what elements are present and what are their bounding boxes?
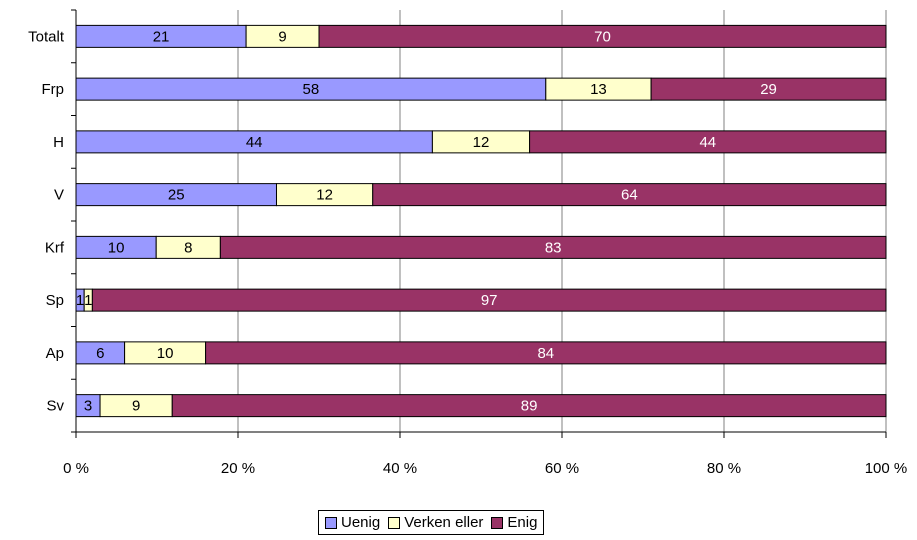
bar-segment xyxy=(529,130,887,154)
data-label: 29 xyxy=(760,81,777,98)
legend-label-uenig: Uenig xyxy=(341,514,381,531)
bar-segment xyxy=(91,288,887,312)
category-label: Frp xyxy=(42,81,65,98)
data-label: 12 xyxy=(316,187,333,204)
category-label: Totalt xyxy=(28,28,65,45)
data-label: 1 xyxy=(76,292,84,309)
data-label: 44 xyxy=(699,134,716,151)
legend-item-verken-eller: Verken eller xyxy=(388,514,483,531)
legend-swatch-uenig xyxy=(325,516,337,529)
legend-item-uenig: Uenig xyxy=(325,514,380,531)
data-label: 10 xyxy=(157,345,174,362)
data-label: 10 xyxy=(108,239,125,256)
bar-segment xyxy=(650,77,887,101)
data-label: 83 xyxy=(545,239,562,256)
category-label: Krf xyxy=(45,239,65,256)
x-tick-label: 100 % xyxy=(865,460,908,477)
bar-segment xyxy=(171,394,887,418)
data-label: 12 xyxy=(473,134,490,151)
legend-label-enig: Enig xyxy=(507,514,538,531)
data-label: 58 xyxy=(303,81,320,98)
data-label: 13 xyxy=(590,81,607,98)
bar-segment xyxy=(219,235,887,259)
data-label: 84 xyxy=(537,345,554,362)
legend-swatch-enig xyxy=(491,516,504,529)
data-label: 25 xyxy=(168,187,185,204)
x-tick-label: 60 % xyxy=(545,460,579,477)
data-label: 3 xyxy=(84,398,92,415)
legend-item-enig: Enig xyxy=(491,514,537,531)
data-label: 9 xyxy=(132,398,140,415)
category-label: Sp xyxy=(46,292,64,309)
data-label: 8 xyxy=(184,239,192,256)
x-tick-label: 80 % xyxy=(707,460,741,477)
category-label: V xyxy=(54,187,64,204)
data-label: 97 xyxy=(481,292,498,309)
data-label: 70 xyxy=(594,28,611,45)
x-tick-label: 40 % xyxy=(383,460,417,477)
data-label: 89 xyxy=(521,398,538,415)
bar-segment xyxy=(372,183,887,207)
data-label: 6 xyxy=(96,345,104,362)
bar-segment xyxy=(205,341,887,365)
data-label: 44 xyxy=(246,134,263,151)
data-label: 9 xyxy=(278,28,286,45)
legend-swatch-verken-eller xyxy=(388,516,401,529)
data-label: 64 xyxy=(621,187,638,204)
data-label: 1 xyxy=(84,292,92,309)
category-label: H xyxy=(53,134,64,151)
bar-segment xyxy=(318,24,887,48)
legend-label-verken-eller: Verken eller xyxy=(404,514,484,531)
legend: Uenig Verken eller Enig xyxy=(318,510,545,535)
category-label: Sv xyxy=(46,398,64,415)
data-label: 21 xyxy=(153,28,170,45)
category-label: Ap xyxy=(46,345,64,362)
x-tick-label: 0 % xyxy=(63,460,89,477)
x-tick-label: 20 % xyxy=(221,460,255,477)
